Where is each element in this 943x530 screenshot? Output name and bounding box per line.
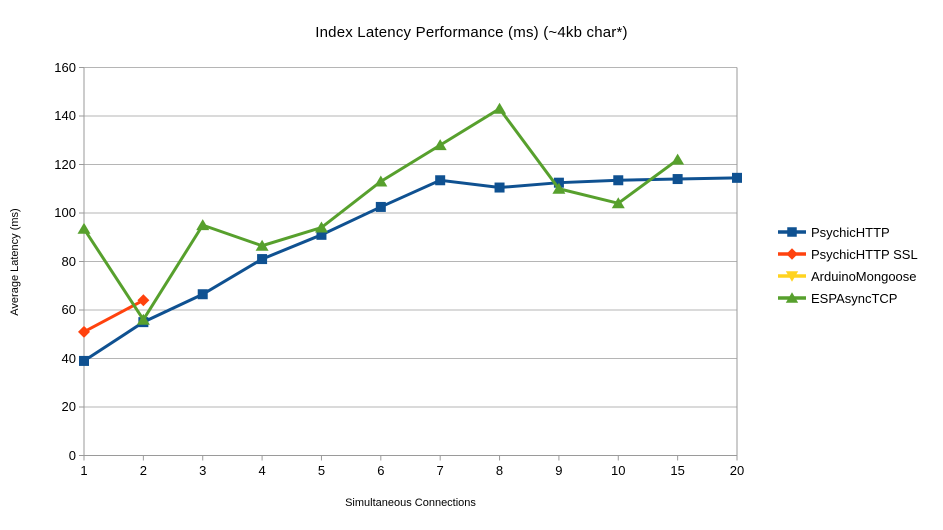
legend: PsychicHTTP PsychicHTTP SSL ArduinoMongoos… — [777, 221, 918, 309]
x-tick-label: 2 — [139, 463, 147, 478]
chart-title: Index Latency Performance (ms) (~4kb cha… — [315, 24, 628, 41]
legend-item: ArduinoMongoose — [777, 265, 918, 287]
x-tick-label: 7 — [436, 463, 444, 478]
y-tick-label: 120 — [54, 156, 76, 172]
legend-label: PsychicHTTP — [811, 224, 890, 240]
x-tick-label: 10 — [611, 463, 626, 478]
x-tick-label: 8 — [495, 463, 504, 478]
legend-item: PsychicHTTP — [777, 221, 918, 243]
legend-label: ArduinoMongoose — [811, 268, 917, 284]
x-tick-label: 6 — [377, 463, 385, 478]
y-tick-label: 60 — [61, 302, 76, 317]
legend-label: ESPAsyncTCP — [811, 290, 898, 306]
x-tick-label: 1 — [80, 463, 88, 478]
x-tick-label: 9 — [555, 463, 563, 478]
x-axis-title: Simultaneous Connections — [345, 497, 476, 509]
legend-item: ESPAsyncTCP — [777, 287, 918, 309]
legend-marker-triangle-up — [778, 292, 806, 303]
y-tick-label: 20 — [61, 399, 76, 414]
legend-label: PsychicHTTP SSL — [811, 246, 918, 262]
x-tick-label: 5 — [317, 463, 326, 478]
x-tick-label: 4 — [258, 463, 266, 478]
y-tick-label: 40 — [61, 350, 76, 366]
x-tick-label: 3 — [199, 463, 207, 478]
x-tick-label: 15 — [670, 463, 685, 478]
y-tick-label: 100 — [54, 205, 76, 220]
y-tick-label: 80 — [61, 253, 76, 269]
legend-marker-square — [778, 227, 806, 237]
legend-marker-triangle-down — [778, 271, 806, 282]
y-tick-label: 160 — [54, 59, 76, 75]
y-tick-label: 140 — [54, 108, 76, 123]
y-tick-label: 0 — [68, 447, 76, 463]
legend-item: PsychicHTTP SSL — [777, 243, 918, 265]
legend-marker-diamond — [778, 248, 806, 260]
x-tick-label: 20 — [729, 463, 745, 478]
